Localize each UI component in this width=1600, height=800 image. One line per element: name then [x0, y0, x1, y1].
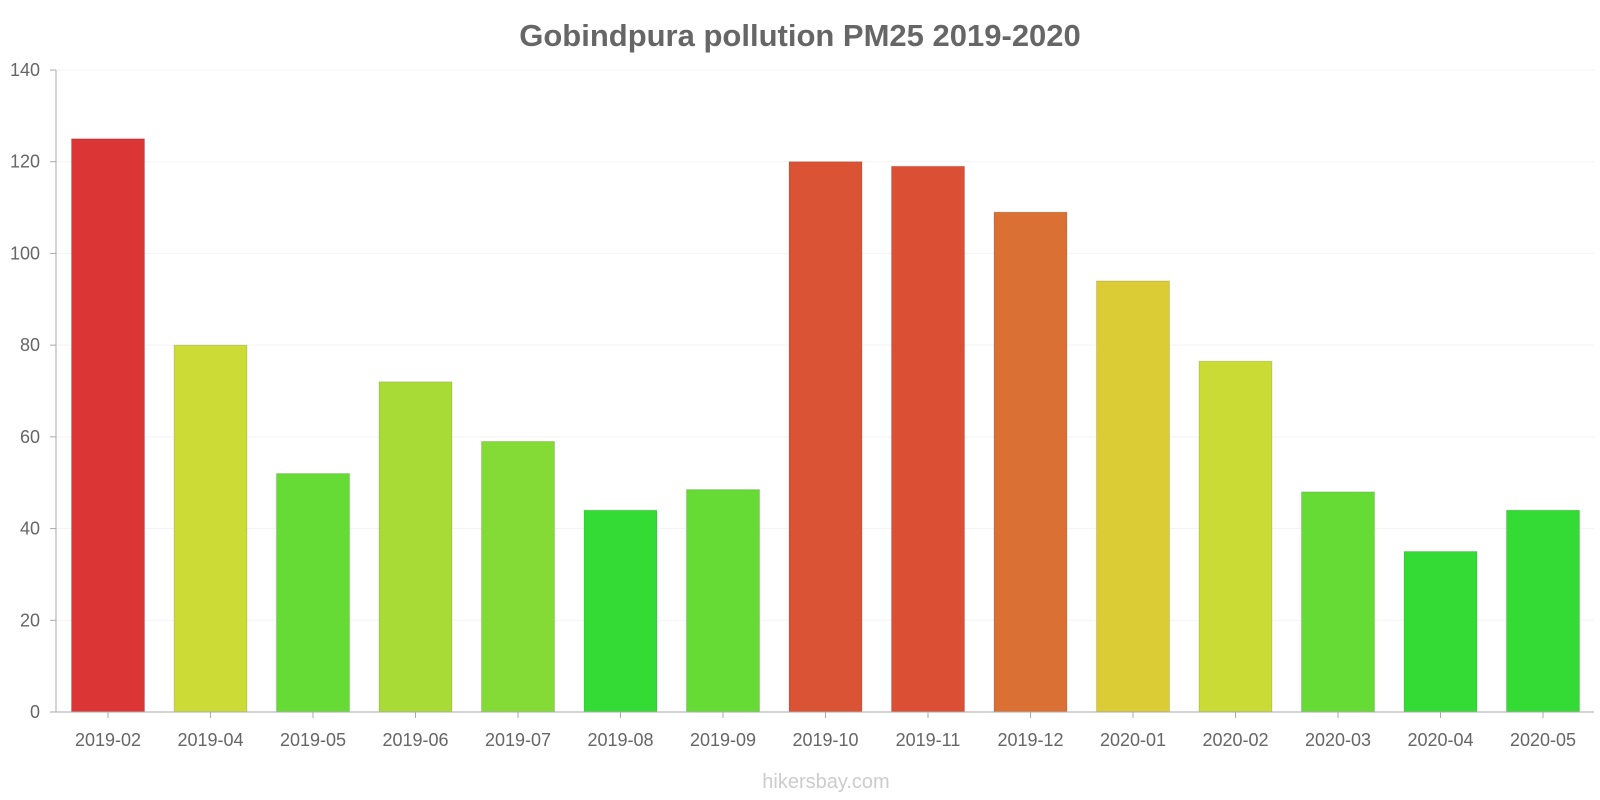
x-tick-label: 2019-04	[177, 730, 243, 750]
x-tick-label: 2019-11	[896, 730, 961, 750]
bar-2019-07[interactable]	[481, 440, 555, 713]
bar-2019-02[interactable]	[71, 138, 145, 713]
x-tick-labels: 2019-02 2019-04 2019-05 2019-06 2019-07 2019-…	[75, 712, 1576, 750]
bar-2019-05[interactable]	[276, 473, 350, 713]
y-tick-label: 60	[20, 427, 40, 447]
bar-2019-09[interactable]	[686, 489, 760, 713]
bar-2020-01[interactable]	[1096, 280, 1170, 713]
x-tick-label: 2020-05	[1510, 730, 1576, 750]
bar-2020-02[interactable]	[1198, 360, 1273, 713]
x-tick-label: 2019-09	[690, 730, 756, 750]
x-tick-label: 2019-02	[75, 730, 141, 750]
x-tick-label: 2020-02	[1202, 730, 1268, 750]
watermark: hikersbay.com	[762, 771, 889, 793]
bar-2020-04[interactable]	[1403, 551, 1478, 713]
bar-2019-11[interactable]	[891, 165, 965, 713]
y-tick-label: 80	[20, 335, 40, 355]
x-tick-label: 2020-03	[1305, 730, 1371, 750]
y-tick-label: 40	[20, 519, 40, 539]
x-tick-label: 2019-07	[485, 730, 551, 750]
x-tick-label: 2020-04	[1407, 730, 1473, 750]
y-tick-label: 0	[30, 702, 40, 722]
bar-2019-06[interactable]	[378, 381, 453, 713]
x-tick-label: 2019-06	[382, 730, 448, 750]
bar-2020-05[interactable]	[1506, 509, 1580, 713]
y-tick-labels: 0 20 40 60 80 100 120 140	[10, 60, 56, 722]
bar-2019-10[interactable]	[788, 161, 863, 713]
bar-2020-03[interactable]	[1301, 491, 1375, 713]
bars	[71, 138, 1580, 713]
x-tick-label: 2019-05	[280, 730, 346, 750]
x-tick-label: 2020-01	[1100, 730, 1166, 750]
x-tick-label: 2019-10	[792, 730, 858, 750]
bar-2019-08[interactable]	[583, 509, 658, 713]
x-tick-label: 2019-12	[997, 730, 1063, 750]
y-tick-label: 100	[10, 243, 40, 263]
bar-2019-12[interactable]	[993, 211, 1068, 713]
y-tick-label: 120	[10, 152, 40, 172]
bar-2019-04[interactable]	[173, 344, 248, 713]
x-tick-label: 2019-08	[587, 730, 653, 750]
y-tick-label: 20	[20, 610, 40, 630]
y-tick-label: 140	[10, 60, 40, 80]
chart-title: Gobindpura pollution PM25 2019-2020	[519, 18, 1081, 53]
